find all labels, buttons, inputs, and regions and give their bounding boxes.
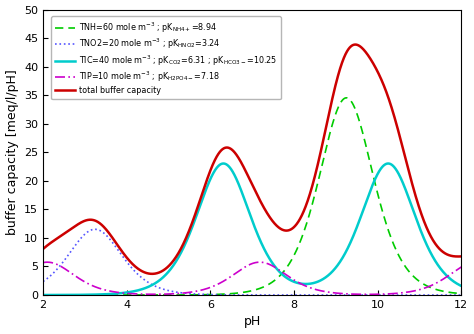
- TIP=10 mole m$^{-3}$ ; pK$_{\mathregular{H2PO4-}}$=7.18: [451, 270, 456, 274]
- TIC=40 mole m$^{-3}$ ; pK$_{\mathregular{CO2}}$=6.31 ; pK$_{\mathregular{HCO3-}}$=10.25: [450, 279, 456, 283]
- TIC=40 mole m$^{-3}$ ; pK$_{\mathregular{CO2}}$=6.31 ; pK$_{\mathregular{HCO3-}}$=10.25: [385, 162, 391, 166]
- Line: TNO2=20 mole m$^{-3}$ ; pK$_{\mathregular{HNO2}}$=3.24: TNO2=20 mole m$^{-3}$ ; pK$_{\mathregula…: [43, 229, 461, 295]
- TNO2=20 mole m$^{-3}$ ; pK$_{\mathregular{HNO2}}$=3.24: [201, 292, 207, 296]
- X-axis label: pH: pH: [244, 315, 261, 328]
- total buffer capacity: [406, 168, 411, 172]
- Line: TIC=40 mole m$^{-3}$ ; pK$_{\mathregular{CO2}}$=6.31 ; pK$_{\mathregular{HCO3-}}$=10.25: TIC=40 mole m$^{-3}$ ; pK$_{\mathregular…: [43, 164, 461, 295]
- TNH=60 mole m$^{-3}$ ; pK$_{\mathregular{NH4+}}$=8.94: [40, 293, 46, 297]
- TNO2=20 mole m$^{-3}$ ; pK$_{\mathregular{HNO2}}$=3.24: [113, 245, 118, 249]
- TNO2=20 mole m$^{-3}$ ; pK$_{\mathregular{HNO2}}$=3.24: [40, 280, 46, 284]
- total buffer capacity: [149, 272, 155, 276]
- TIC=40 mole m$^{-3}$ ; pK$_{\mathregular{CO2}}$=6.31 ; pK$_{\mathregular{HCO3-}}$=10.25: [113, 292, 118, 296]
- total buffer capacity: [88, 218, 94, 222]
- TNO2=20 mole m$^{-3}$ ; pK$_{\mathregular{HNO2}}$=3.24: [450, 293, 456, 297]
- TNO2=20 mole m$^{-3}$ ; pK$_{\mathregular{HNO2}}$=3.24: [405, 293, 411, 297]
- TNO2=20 mole m$^{-3}$ ; pK$_{\mathregular{HNO2}}$=3.24: [88, 228, 94, 232]
- total buffer capacity: [201, 187, 207, 191]
- Line: TIP=10 mole m$^{-3}$ ; pK$_{\mathregular{H2PO4-}}$=7.18: TIP=10 mole m$^{-3}$ ; pK$_{\mathregular…: [43, 262, 461, 294]
- total buffer capacity: [451, 254, 456, 258]
- TIC=40 mole m$^{-3}$ ; pK$_{\mathregular{CO2}}$=6.31 ; pK$_{\mathregular{HCO3-}}$=10.25: [201, 194, 206, 198]
- TIP=10 mole m$^{-3}$ ; pK$_{\mathregular{H2PO4-}}$=7.18: [458, 265, 464, 269]
- TNH=60 mole m$^{-3}$ ; pK$_{\mathregular{NH4+}}$=8.94: [405, 269, 411, 273]
- TIC=40 mole m$^{-3}$ ; pK$_{\mathregular{CO2}}$=6.31 ; pK$_{\mathregular{HCO3-}}$=10.25: [219, 162, 225, 166]
- TIP=10 mole m$^{-3}$ ; pK$_{\mathregular{H2PO4-}}$=7.18: [40, 261, 46, 265]
- TNH=60 mole m$^{-3}$ ; pK$_{\mathregular{NH4+}}$=8.94: [201, 293, 206, 297]
- TNH=60 mole m$^{-3}$ ; pK$_{\mathregular{NH4+}}$=8.94: [458, 292, 464, 296]
- TNH=60 mole m$^{-3}$ ; pK$_{\mathregular{NH4+}}$=8.94: [113, 293, 118, 297]
- total buffer capacity: [458, 255, 464, 259]
- TIP=10 mole m$^{-3}$ ; pK$_{\mathregular{H2PO4-}}$=7.18: [88, 283, 94, 287]
- TNH=60 mole m$^{-3}$ ; pK$_{\mathregular{NH4+}}$=8.94: [88, 293, 94, 297]
- Line: total buffer capacity: total buffer capacity: [43, 44, 461, 274]
- TIP=10 mole m$^{-3}$ ; pK$_{\mathregular{H2PO4-}}$=7.18: [257, 260, 263, 264]
- TIC=40 mole m$^{-3}$ ; pK$_{\mathregular{CO2}}$=6.31 ; pK$_{\mathregular{HCO3-}}$=10.25: [405, 195, 411, 199]
- TNH=60 mole m$^{-3}$ ; pK$_{\mathregular{NH4+}}$=8.94: [344, 96, 349, 100]
- Legend: TNH=60 mole m$^{-3}$ ; pK$_{\mathregular{NH4+}}$=8.94, TNO2=20 mole m$^{-3}$ ; p: TNH=60 mole m$^{-3}$ ; pK$_{\mathregular…: [51, 16, 281, 99]
- TIC=40 mole m$^{-3}$ ; pK$_{\mathregular{CO2}}$=6.31 ; pK$_{\mathregular{HCO3-}}$=10.25: [40, 293, 46, 297]
- TNO2=20 mole m$^{-3}$ ; pK$_{\mathregular{HNO2}}$=3.24: [219, 293, 225, 297]
- total buffer capacity: [219, 148, 225, 152]
- TIP=10 mole m$^{-3}$ ; pK$_{\mathregular{H2PO4-}}$=7.18: [113, 290, 118, 294]
- TIP=10 mole m$^{-3}$ ; pK$_{\mathregular{H2PO4-}}$=7.18: [219, 280, 225, 284]
- TNH=60 mole m$^{-3}$ ; pK$_{\mathregular{NH4+}}$=8.94: [219, 292, 225, 296]
- TNH=60 mole m$^{-3}$ ; pK$_{\mathregular{NH4+}}$=8.94: [450, 291, 456, 295]
- TIC=40 mole m$^{-3}$ ; pK$_{\mathregular{CO2}}$=6.31 ; pK$_{\mathregular{HCO3-}}$=10.25: [458, 284, 464, 288]
- Line: TNH=60 mole m$^{-3}$ ; pK$_{\mathregular{NH4+}}$=8.94: TNH=60 mole m$^{-3}$ ; pK$_{\mathregular…: [43, 98, 461, 295]
- total buffer capacity: [113, 240, 118, 244]
- TIP=10 mole m$^{-3}$ ; pK$_{\mathregular{H2PO4-}}$=7.18: [365, 292, 371, 296]
- total buffer capacity: [40, 247, 46, 251]
- TNO2=20 mole m$^{-3}$ ; pK$_{\mathregular{HNO2}}$=3.24: [458, 293, 464, 297]
- total buffer capacity: [352, 42, 358, 46]
- TIC=40 mole m$^{-3}$ ; pK$_{\mathregular{CO2}}$=6.31 ; pK$_{\mathregular{HCO3-}}$=10.25: [88, 293, 94, 297]
- Y-axis label: buffer capacity [meq/l/pH]: buffer capacity [meq/l/pH]: [6, 69, 18, 235]
- TIP=10 mole m$^{-3}$ ; pK$_{\mathregular{H2PO4-}}$=7.18: [201, 288, 206, 292]
- TNO2=20 mole m$^{-3}$ ; pK$_{\mathregular{HNO2}}$=3.24: [92, 227, 98, 231]
- TIP=10 mole m$^{-3}$ ; pK$_{\mathregular{H2PO4-}}$=7.18: [406, 290, 411, 294]
